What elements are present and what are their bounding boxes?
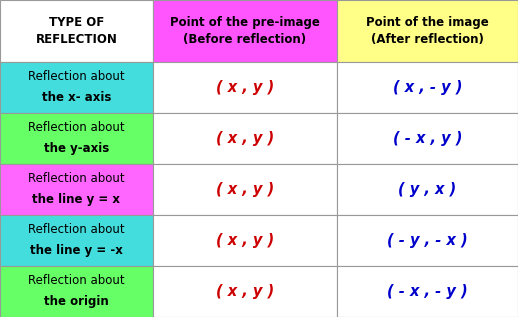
Bar (337, 164, 518, 215)
Text: Point of the pre-image
(Before reflection): Point of the pre-image (Before reflectio… (170, 16, 320, 46)
Bar (153, 0, 337, 62)
Bar (337, 113, 518, 164)
Text: the line y = x: the line y = x (33, 193, 120, 206)
Bar (153, 266, 337, 317)
Bar (337, 266, 518, 317)
Text: ( x , y ): ( x , y ) (215, 80, 274, 95)
Text: Reflection about: Reflection about (28, 70, 125, 83)
Bar (153, 62, 337, 113)
Text: ( x , y ): ( x , y ) (215, 182, 274, 197)
Bar (0, 0, 153, 62)
Text: Reflection about: Reflection about (28, 223, 125, 236)
Text: Reflection about: Reflection about (28, 172, 125, 185)
Bar (153, 215, 337, 266)
Text: Reflection about: Reflection about (28, 121, 125, 134)
Bar (153, 164, 337, 215)
Bar (0, 266, 153, 317)
Text: ( - x , - y ): ( - x , - y ) (387, 284, 468, 299)
Bar (0, 164, 153, 215)
Text: ( y , x ): ( y , x ) (398, 182, 456, 197)
Text: ( x , y ): ( x , y ) (215, 284, 274, 299)
Bar (0, 62, 153, 113)
Text: ( - x , y ): ( - x , y ) (393, 131, 462, 146)
Text: TYPE OF
REFLECTION: TYPE OF REFLECTION (35, 16, 118, 46)
Text: the x- axis: the x- axis (42, 91, 111, 104)
Text: ( - y , - x ): ( - y , - x ) (387, 233, 468, 248)
Bar (337, 0, 518, 62)
Bar (337, 215, 518, 266)
Bar (337, 62, 518, 113)
Text: the line y = -x: the line y = -x (30, 244, 123, 257)
Text: ( x , y ): ( x , y ) (215, 233, 274, 248)
Text: Point of the image
(After reflection): Point of the image (After reflection) (366, 16, 488, 46)
Text: ( x , - y ): ( x , - y ) (393, 80, 462, 95)
Bar (0, 113, 153, 164)
Text: Reflection about: Reflection about (28, 274, 125, 287)
Bar (0, 215, 153, 266)
Text: the origin: the origin (44, 295, 109, 308)
Text: the y-axis: the y-axis (44, 142, 109, 155)
Text: ( x , y ): ( x , y ) (215, 131, 274, 146)
Bar (153, 113, 337, 164)
